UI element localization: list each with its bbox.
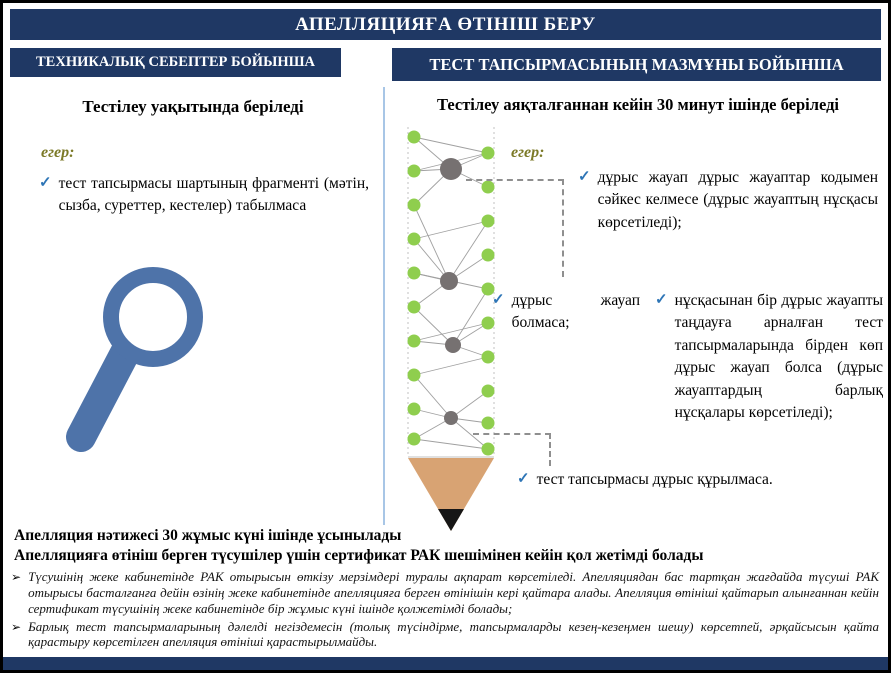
footer-result-line: Апелляция нәтижесі 30 жұмыс күні ішінде … [14, 527, 402, 544]
left-column-header: ТЕХНИКАЛЫҚ СЕБЕПТЕР БОЙЫНША [10, 48, 341, 77]
check-icon: ✓ [39, 175, 52, 191]
dashed-connector [466, 179, 564, 181]
left-condition-label: егер: [41, 144, 75, 161]
bottom-accent-bar [3, 657, 888, 670]
footer-notes: ➢ Түсушінің жеке кабинетінде РАК отырысы… [11, 569, 879, 650]
right-subtitle: Тестілеу аяқталғаннан кейін 30 минут іші… [436, 95, 840, 114]
right-bullet-1-text: дұрыс жауап дұрыс жауаптар кодымен сәйке… [597, 169, 878, 231]
right-bullet-1: ✓ дұрыс жауап дұрыс жауаптар кодымен сәй… [578, 167, 878, 234]
footer-certificate-line: Апелляцияға өтініш берген түсушілер үшін… [14, 547, 704, 564]
footer-note-1-text: Түсушінің жеке кабинетінде РАК отырысын … [28, 569, 879, 616]
pencil-network-graphic [407, 127, 495, 531]
dashed-connector [473, 433, 551, 435]
right-bullet-2-text: дұрыс жауап болмаса; [511, 292, 640, 332]
check-icon: ✓ [655, 292, 668, 308]
left-subtitle: Тестілеу уақытында беріледі [82, 97, 304, 116]
arrow-bullet-icon: ➢ [11, 619, 22, 634]
right-bullet-3: ✓ нұсқасынан бір дұрыс жауапты таңдауға … [655, 290, 883, 425]
check-icon: ✓ [517, 471, 530, 487]
left-column-header-label: ТЕХНИКАЛЫҚ СЕБЕПТЕР БОЙЫНША [36, 54, 315, 70]
right-bullet-3-text: нұсқасынан бір дұрыс жауапты таңдауға ар… [674, 292, 883, 422]
right-bullet-2: ✓ дұрыс жауап болмаса; [492, 290, 640, 335]
footer-note-1: ➢ Түсушінің жеке кабинетінде РАК отырысы… [11, 569, 879, 617]
left-bullet-1-text: тест тапсырмасы шартының фрагменті (мәті… [58, 175, 369, 215]
arrow-bullet-icon: ➢ [11, 570, 22, 584]
magnifier-icon [66, 267, 203, 452]
footer-note-2-text: Барлық тест тапсырмаларының дәлелді негі… [28, 618, 879, 650]
left-bullet-1: ✓ тест тапсырмасы шартының фрагменті (мә… [39, 173, 369, 218]
page-title: АПЕЛЛЯЦИЯҒА ӨТІНІШ БЕРУ [295, 13, 596, 35]
check-icon: ✓ [492, 292, 505, 308]
column-divider [383, 87, 385, 525]
dashed-connector [549, 433, 551, 466]
right-column-header-label: ТЕСТ ТАПСЫРМАСЫНЫҢ МАЗМҰНЫ БОЙЫНША [429, 54, 844, 74]
right-bullet-4-text: тест тапсырмасы дұрыс құрылмаса. [536, 471, 773, 488]
footer-note-2: ➢ Барлық тест тапсырмаларының дәлелді не… [11, 619, 879, 651]
right-column-header: ТЕСТ ТАПСЫРМАСЫНЫҢ МАЗМҰНЫ БОЙЫНША [392, 48, 881, 81]
check-icon: ✓ [578, 169, 591, 185]
right-condition-label: егер: [511, 144, 545, 161]
page-title-bar: АПЕЛЛЯЦИЯҒА ӨТІНІШ БЕРУ [10, 9, 881, 40]
dashed-connector [562, 179, 564, 277]
right-bullet-4: ✓ тест тапсырмасы дұрыс құрылмаса. [517, 469, 872, 491]
